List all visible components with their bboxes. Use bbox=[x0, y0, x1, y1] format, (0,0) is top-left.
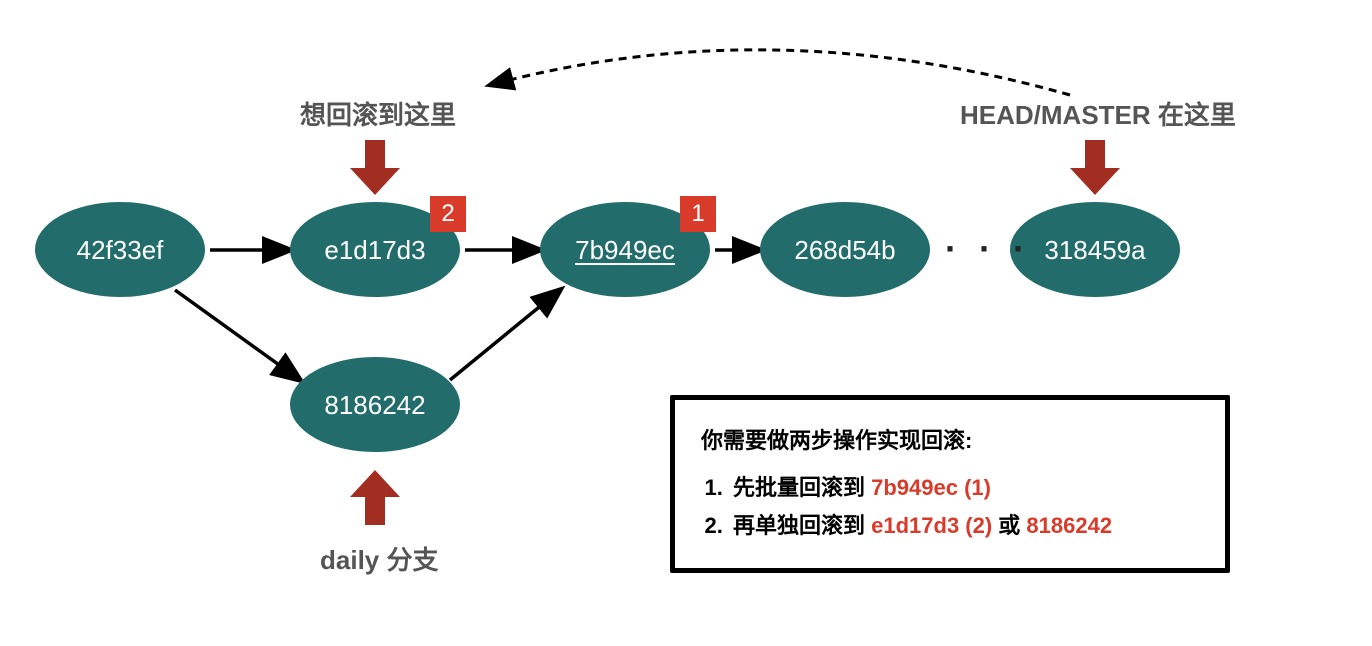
down-arrow-icon bbox=[1070, 140, 1120, 195]
instructions-list: 先批量回滚到 7b949ec (1) 再单独回滚到 e1d17d3 (2) 或 … bbox=[701, 469, 1199, 544]
badge-1: 1 bbox=[680, 196, 716, 232]
commit-label: 42f33ef bbox=[77, 237, 164, 263]
label-rollback-target: 想回滚到这里 bbox=[300, 95, 456, 132]
commit-node-318459a: 318459a bbox=[1010, 202, 1180, 297]
edge-arrow bbox=[175, 290, 300, 380]
commit-label: 8186242 bbox=[324, 392, 425, 418]
up-arrow-icon bbox=[350, 470, 400, 525]
label-daily-branch: daily 分支 bbox=[320, 540, 438, 577]
commit-node-8186242: 8186242 bbox=[290, 357, 460, 452]
edge-arrow bbox=[450, 290, 560, 380]
commit-label: 268d54b bbox=[794, 237, 895, 263]
instruction-item: 先批量回滚到 7b949ec (1) bbox=[729, 469, 1199, 506]
down-arrow-icon bbox=[350, 140, 400, 195]
instructions-box: 你需要做两步操作实现回滚: 先批量回滚到 7b949ec (1) 再单独回滚到 … bbox=[670, 395, 1230, 573]
highlight-hash: 7b949ec (1) bbox=[871, 475, 991, 500]
instruction-item: 再单独回滚到 e1d17d3 (2) 或 8186242 bbox=[729, 507, 1199, 544]
commit-label: 7b949ec bbox=[575, 237, 675, 263]
badge-2: 2 bbox=[430, 196, 466, 232]
commit-label: e1d17d3 bbox=[324, 237, 425, 263]
dashed-return-arrow bbox=[490, 50, 1070, 95]
ellipsis-dots: · · · bbox=[945, 228, 1031, 270]
instructions-title: 你需要做两步操作实现回滚: bbox=[701, 422, 1199, 459]
commit-node-42f33ef: 42f33ef bbox=[35, 202, 205, 297]
label-head-master: HEAD/MASTER 在这里 bbox=[960, 95, 1236, 132]
commit-label: 318459a bbox=[1044, 237, 1145, 263]
highlight-hash: 8186242 bbox=[1026, 513, 1112, 538]
highlight-hash: e1d17d3 (2) bbox=[871, 513, 992, 538]
commit-node-268d54b: 268d54b bbox=[760, 202, 930, 297]
